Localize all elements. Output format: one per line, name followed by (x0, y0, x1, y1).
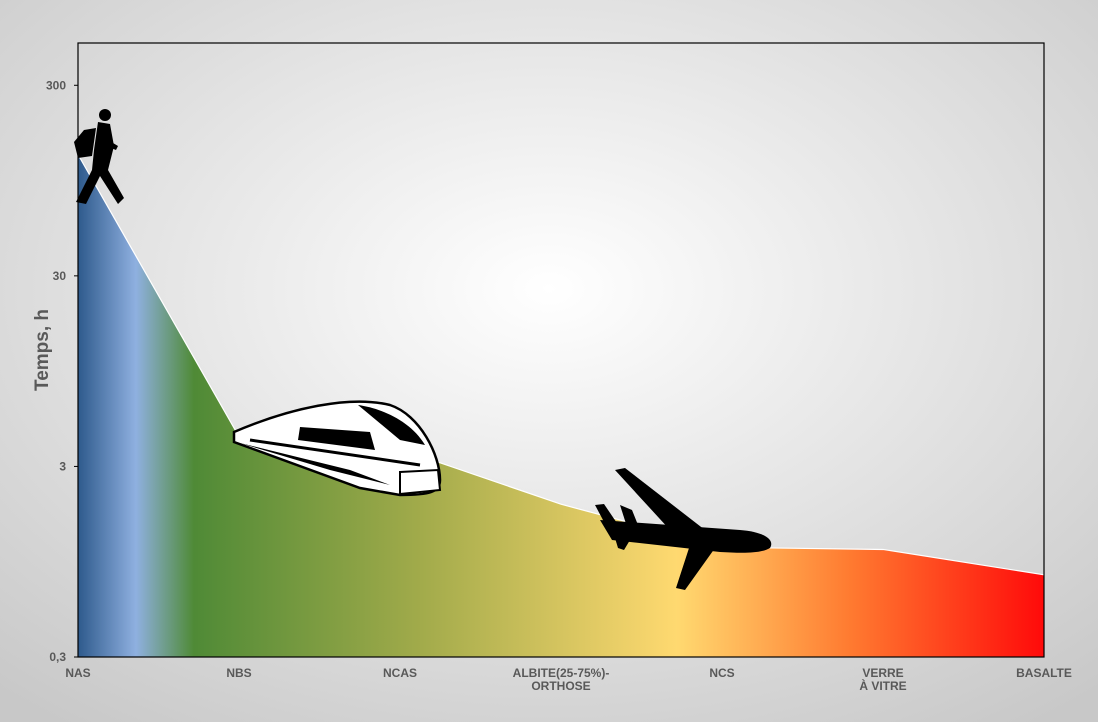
y-axis-title: Temps, h (32, 309, 53, 391)
x-tick-label: BASALTE (1016, 666, 1072, 680)
plane-icon (595, 468, 772, 590)
y-tick-label: 0,3 (49, 650, 66, 664)
area (78, 154, 1044, 657)
y-tick-label: 30 (53, 269, 67, 283)
y-tick-label: 300 (46, 78, 66, 92)
train-icon (232, 400, 442, 497)
x-tick-label: NBS (226, 666, 251, 680)
walker-icon (74, 109, 124, 204)
x-tick-label: NCS (709, 666, 734, 680)
x-tick-label: NCAS (383, 666, 417, 680)
y-tick-label: 3 (59, 459, 66, 473)
x-tick-label: ALBITE(25-75%)-ORTHOSE (513, 666, 610, 693)
plot-border (77, 42, 1045, 658)
x-tick-label: VERRE À VITRE (859, 666, 906, 693)
x-tick-label: NAS (65, 666, 90, 680)
